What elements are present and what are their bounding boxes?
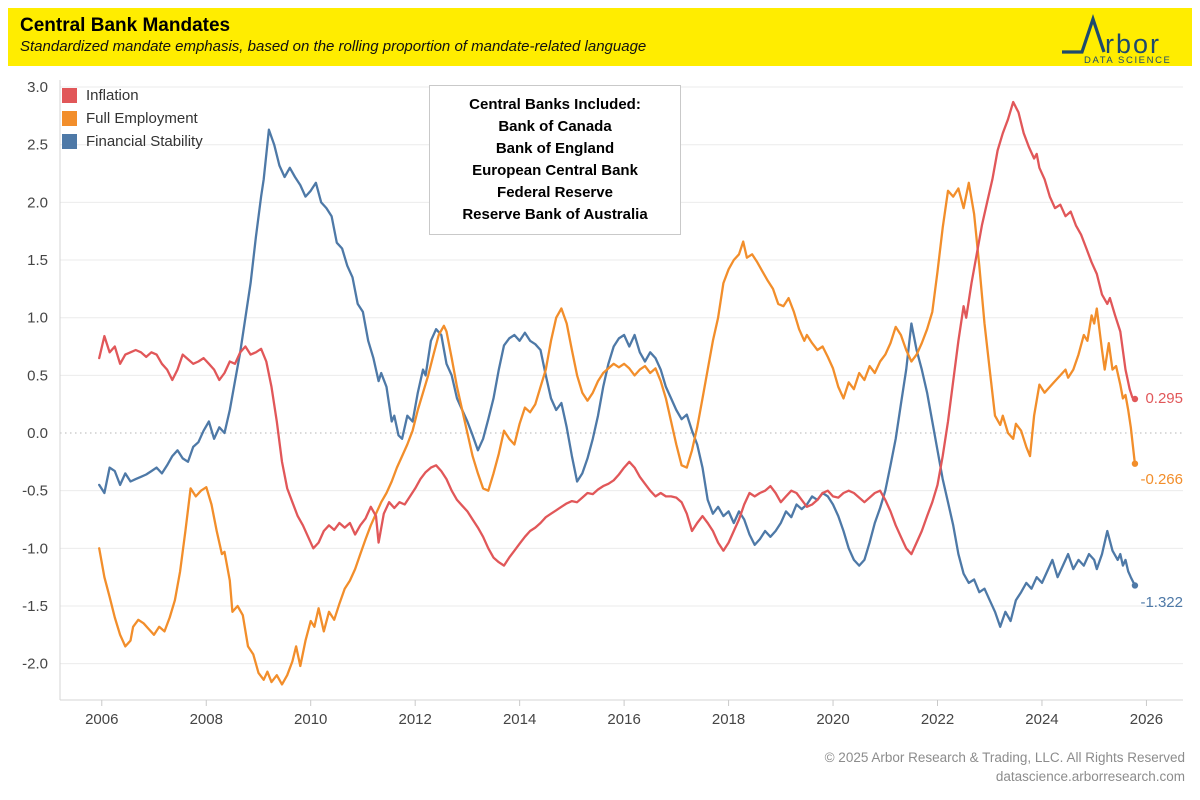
legend: Inflation Full Employment Financial Stab… (62, 84, 203, 153)
logo-word: rbor (1105, 29, 1161, 59)
page-title: Central Bank Mandates (20, 15, 231, 36)
x-axis-tick-label: 2024 (1025, 711, 1058, 728)
legend-label: Full Employment (86, 110, 198, 127)
annotation-bank: Bank of Canada (498, 118, 612, 135)
y-axis-tick-label: 1.0 (27, 310, 48, 327)
legend-label: Inflation (86, 87, 139, 104)
series-line-inflation[interactable] (98, 100, 1137, 567)
mountain-peak-icon (1062, 13, 1106, 54)
y-axis-tick-label: -1.5 (22, 598, 48, 615)
x-axis-tick-label: 2018 (712, 711, 745, 728)
x-axis-tick-label: 2014 (503, 711, 536, 728)
y-axis-tick-label: 1.5 (27, 252, 48, 269)
y-axis-tick-label: -2.0 (22, 656, 48, 673)
x-axis-tick-label: 2010 (294, 711, 327, 728)
annotation-bank: Reserve Bank of Australia (462, 206, 648, 223)
inflation-end-value-label: 0.295 (1145, 390, 1183, 407)
x-axis-tick-label: 2006 (85, 711, 118, 728)
y-axis-tick-label: 0.0 (27, 425, 48, 442)
series-line-financial-stability[interactable] (98, 128, 1137, 628)
inflation-swatch-icon (62, 88, 77, 103)
y-axis-tick-label: -1.0 (22, 540, 48, 557)
series-line-full-employment[interactable] (98, 181, 1137, 686)
page-subtitle: Standardized mandate emphasis, based on … (20, 38, 647, 55)
series-end-dot-financial-stability[interactable] (1131, 582, 1139, 589)
y-axis-tick-label: 2.5 (27, 137, 48, 154)
y-axis-tick-label: 3.0 (27, 79, 48, 96)
financial-stability-swatch-icon (62, 134, 77, 149)
annotation-bank: Federal Reserve (497, 184, 613, 201)
series-end-dot-inflation[interactable] (1131, 395, 1139, 403)
annotation-heading: Central Banks Included: (469, 96, 641, 113)
logo-tagline: DATA SCIENCE (1084, 55, 1171, 64)
series-end-dot-full-employment[interactable] (1131, 460, 1139, 467)
full-employment-end-value-label: -0.266 (1140, 471, 1183, 488)
header-band: Central Bank Mandates Standardized manda… (8, 8, 1192, 66)
full-employment-swatch-icon (62, 111, 77, 126)
x-axis-tick-label: 2008 (190, 711, 223, 728)
legend-item-full-employment[interactable]: Full Employment (62, 107, 203, 130)
annotation-bank: Bank of England (495, 140, 615, 157)
arbor-logo: rbor DATA SCIENCE (1062, 13, 1171, 64)
x-axis-tick-label: 2016 (607, 711, 640, 728)
website-link[interactable]: datascience.arborresearch.com (995, 769, 1185, 784)
copyright-text: © 2025 Arbor Research & Trading, LLC. Al… (824, 750, 1185, 765)
y-axis-tick-label: 2.0 (27, 194, 48, 211)
legend-item-financial-stability[interactable]: Financial Stability (62, 130, 203, 153)
y-axis-tick-label: -0.5 (22, 483, 48, 500)
legend-label: Financial Stability (86, 133, 203, 150)
x-axis-tick-label: 2026 (1130, 711, 1163, 728)
x-axis-tick-label: 2012 (398, 711, 431, 728)
x-axis-tick-label: 2022 (921, 711, 954, 728)
financial-stability-end-value-label: -1.322 (1140, 594, 1183, 611)
x-axis-tick-label: 2020 (816, 711, 849, 728)
annotation-box: Central Banks Included: Bank of Canada B… (429, 85, 681, 235)
footer: © 2025 Arbor Research & Trading, LLC. Al… (825, 748, 1185, 786)
y-axis-tick-label: 0.5 (27, 367, 48, 384)
annotation-bank: European Central Bank (472, 162, 638, 179)
legend-item-inflation[interactable]: Inflation (62, 84, 203, 107)
